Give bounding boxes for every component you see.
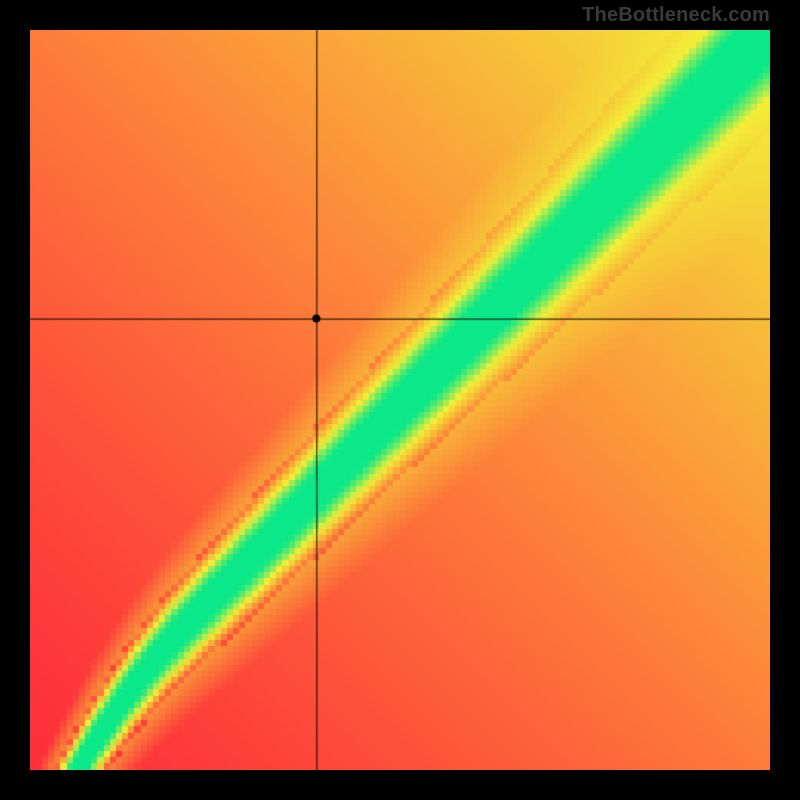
bottleneck-heatmap — [30, 30, 770, 770]
heatmap-canvas — [30, 30, 770, 770]
watermark-text: TheBottleneck.com — [582, 4, 770, 27]
